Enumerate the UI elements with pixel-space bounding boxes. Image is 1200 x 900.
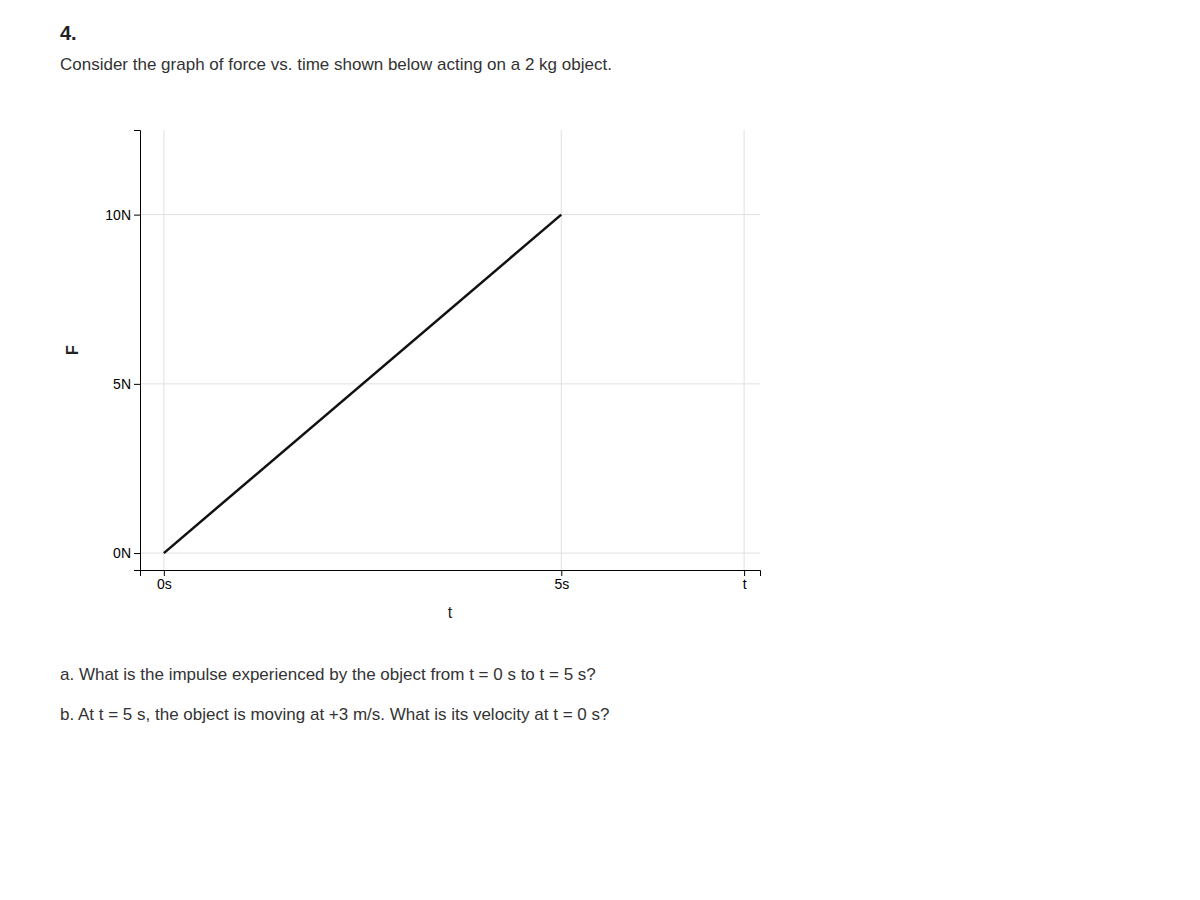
annotation: b. At t = 5 s, the object is moving at +… — [60, 705, 609, 724]
grid-line-y — [140, 553, 760, 554]
grid-line-x — [163, 130, 164, 570]
x-axis-tick: 0s — [157, 570, 172, 592]
y-axis-line — [134, 131, 141, 571]
x-axis-tick-label: 5s — [554, 576, 569, 592]
subtitle: Consider the graph of force vs. time sho… — [60, 55, 612, 74]
x-axis-tick: t — [743, 570, 747, 592]
marks — [164, 215, 561, 553]
y-axis-tick: 10N — [105, 207, 140, 223]
data-line — [164, 215, 561, 553]
x-axis-tick-label: t — [743, 576, 747, 592]
y-axis-title: F — [64, 345, 81, 355]
y-axis-tick-label: 10N — [105, 207, 131, 223]
y-axis-tick-label: 5N — [113, 376, 131, 392]
grid-line-y — [140, 214, 760, 215]
y-axis-tick-mark — [134, 384, 140, 385]
y-axis: 0N 5N 10N — [105, 131, 140, 571]
grid — [140, 130, 760, 570]
plot: 0s 5s t 0N 5N 10N — [105, 130, 760, 592]
x-axis-line — [141, 571, 761, 577]
chart: 4. Consider the graph of force vs. time s… — [0, 0, 1200, 900]
grid-line-x — [561, 130, 562, 570]
y-axis-tick: 0N — [113, 545, 140, 561]
x-axis-title: t — [448, 604, 453, 621]
grid-line-y — [140, 383, 760, 384]
y-axis-tick-mark — [134, 553, 140, 554]
grid-line-x — [744, 130, 745, 570]
y-axis-tick-mark — [134, 215, 140, 216]
y-axis-tick: 5N — [113, 376, 140, 392]
y-axis-tick-label: 0N — [113, 545, 131, 561]
title: 4. — [60, 22, 77, 44]
annotation: a. What is the impulse experienced by th… — [60, 665, 596, 684]
x-axis-tick-label: 0s — [157, 576, 172, 592]
x-axis-tick: 5s — [554, 570, 569, 592]
x-axis: 0s 5s t — [141, 570, 761, 592]
